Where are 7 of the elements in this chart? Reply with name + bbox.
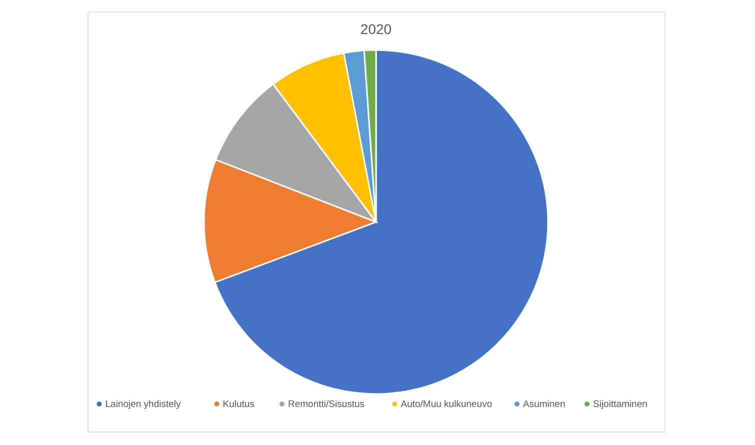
legend-label: Kulutus xyxy=(222,399,255,410)
legend-label: Remontti/Sisustus xyxy=(288,399,365,410)
legend-label: Lainojen yhdistely xyxy=(105,399,182,410)
legend-label: Sijoittaminen xyxy=(593,399,648,410)
legend-label: Auto/Muu kulkuneuvo xyxy=(400,399,492,410)
chart-title: 2020 xyxy=(360,21,392,37)
legend-label: Asuminen xyxy=(523,399,566,410)
